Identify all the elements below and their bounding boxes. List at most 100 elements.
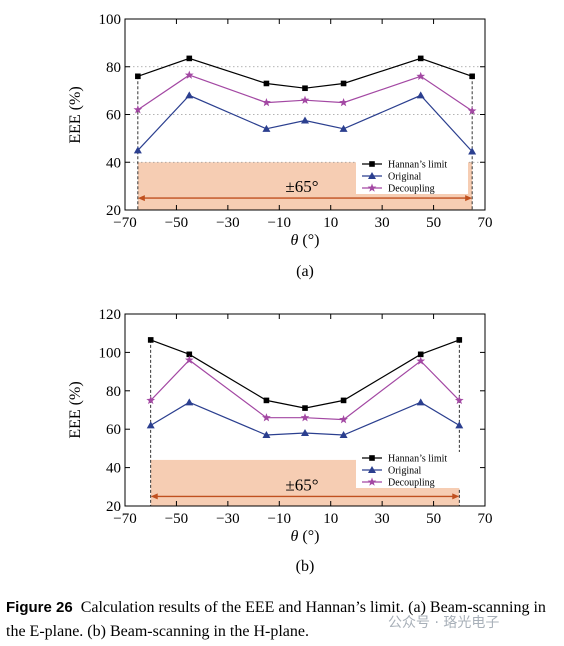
watermark-text: 公众号 · 珞光电子 <box>388 615 500 631</box>
x-tick-label: 70 <box>478 511 493 527</box>
data-point <box>186 55 193 62</box>
legend-label: Decoupling <box>388 184 435 195</box>
legend-marker <box>368 466 376 473</box>
data-point <box>133 146 142 154</box>
legend-label: Original <box>388 172 422 183</box>
legend-label: Hannan’s limit <box>388 160 447 171</box>
data-point <box>416 71 426 81</box>
chart-panel-a: ±65° 20 40 60 80 100 −70 −50 −30 −10 10 30 50 70 EEE (… <box>67 12 493 280</box>
data-point <box>416 356 426 365</box>
data-point <box>146 421 155 429</box>
data-point <box>135 73 141 80</box>
y-tick-label: 40 <box>106 155 121 171</box>
y-tick-label: 120 <box>99 307 122 323</box>
data-point <box>417 351 424 358</box>
y-tick-label: 60 <box>106 422 121 438</box>
x-tick-label: 10 <box>323 215 338 231</box>
data-point <box>301 429 309 437</box>
data-point <box>339 97 348 107</box>
plot-frame <box>124 313 486 507</box>
data-point <box>469 73 475 80</box>
x-tick-label: −10 <box>268 215 291 231</box>
figure-canvas: ±65° 20 40 60 80 100 −70 −50 −30 −10 10 30 50 70 EEE (… <box>67 12 493 575</box>
x-tick-label: 50 <box>426 511 441 527</box>
x-tick-label: −10 <box>268 511 291 527</box>
panel-label: (b) <box>296 558 315 575</box>
y-tick-label: 100 <box>99 12 122 28</box>
legend-label: Decoupling <box>388 478 435 489</box>
data-point <box>467 106 477 115</box>
legend-label: Hannan’s limit <box>388 454 447 465</box>
data-point <box>184 70 194 79</box>
data-point <box>263 397 270 404</box>
data-point <box>455 421 464 429</box>
arrow-head-right <box>465 195 473 202</box>
y-tick-label: 60 <box>106 108 121 124</box>
caption-label: Figure 26 <box>6 599 73 616</box>
arrow-head-left <box>150 493 158 500</box>
x-tick-label: 30 <box>375 511 390 527</box>
panel-label: (a) <box>296 263 314 280</box>
data-point <box>339 124 348 132</box>
arrow-head-right <box>452 493 460 500</box>
x-tick-label: 70 <box>478 215 493 231</box>
y-tick-label: 20 <box>106 203 121 219</box>
x-axis-unit: (°) <box>298 528 319 545</box>
series-line-0 <box>137 57 473 89</box>
data-point <box>416 91 425 99</box>
data-point <box>468 147 477 155</box>
x-tick-label: −50 <box>165 511 188 527</box>
legend-marker <box>369 455 375 461</box>
data-point <box>339 430 348 438</box>
x-axis-variable: θ <box>291 528 299 545</box>
x-axis-unit: (°) <box>298 232 319 249</box>
x-tick-label: −50 <box>165 215 188 231</box>
x-tick-label: −70 <box>113 511 136 527</box>
legend-marker <box>367 477 377 486</box>
y-tick-label: 100 <box>99 345 122 361</box>
arrow-head-left <box>137 195 145 202</box>
y-axis-label: EEE (%) <box>67 86 84 143</box>
data-point <box>186 351 193 358</box>
legend-label: Original <box>388 466 422 477</box>
y-tick-label: 20 <box>106 499 121 515</box>
x-axis-variable: θ <box>291 232 299 249</box>
x-tick-label: −30 <box>216 511 239 527</box>
data-point <box>301 116 309 124</box>
caption-text: Calculation results of the EEE and Hanna… <box>6 599 546 640</box>
x-tick-label: 50 <box>426 215 441 231</box>
legend-marker <box>368 172 376 179</box>
data-point <box>184 355 194 364</box>
data-point <box>133 105 143 114</box>
x-tick-label: −70 <box>113 215 136 231</box>
data-point <box>416 398 425 406</box>
legend-marker <box>369 161 375 167</box>
data-point <box>262 430 271 438</box>
data-point <box>146 395 156 405</box>
series-line-2 <box>137 74 473 112</box>
y-axis-label: EEE (%) <box>67 381 84 438</box>
x-axis-label: θ (°) <box>291 232 320 249</box>
x-axis-label: θ (°) <box>291 528 320 545</box>
data-point <box>147 337 154 343</box>
data-point <box>262 413 271 422</box>
data-point <box>454 395 464 405</box>
figure-caption: Figure 26 Calculation results of the EEE… <box>6 596 558 644</box>
data-point <box>185 91 194 99</box>
legend-marker <box>367 183 377 192</box>
data-point <box>262 124 271 132</box>
x-tick-label: 10 <box>323 511 338 527</box>
data-point <box>302 85 308 92</box>
scan-range-label: ±65° <box>285 475 318 494</box>
x-tick-label: 30 <box>375 215 390 231</box>
y-tick-label: 40 <box>106 461 121 477</box>
data-point <box>300 413 310 422</box>
data-point <box>300 95 310 104</box>
data-point <box>456 337 463 343</box>
data-point <box>262 97 271 107</box>
y-tick-label: 80 <box>106 384 121 400</box>
chart-panel-b: ±65° 20 40 60 80 100 120 −70 −50 −30 −10 10 30 50 70 EE… <box>67 307 493 575</box>
data-point <box>339 415 348 424</box>
series-line-0 <box>150 339 460 409</box>
y-tick-label: 80 <box>106 60 121 76</box>
